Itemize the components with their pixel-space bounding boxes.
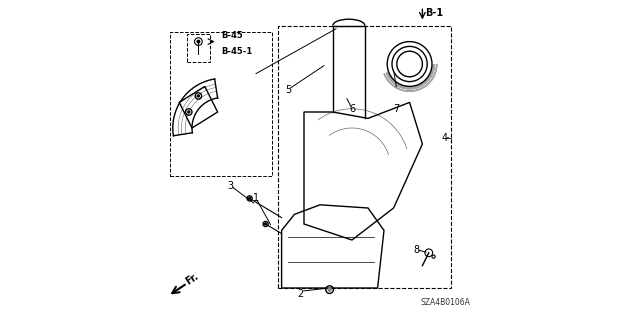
Text: 5: 5 — [285, 84, 291, 95]
Text: B-45: B-45 — [221, 31, 243, 40]
Text: 1: 1 — [253, 193, 259, 204]
Text: SZA4B0106A: SZA4B0106A — [420, 298, 470, 307]
Text: B-45-1: B-45-1 — [221, 47, 252, 56]
Circle shape — [265, 223, 267, 225]
Circle shape — [248, 197, 251, 199]
Text: 6: 6 — [349, 104, 355, 114]
Circle shape — [328, 288, 332, 291]
Circle shape — [197, 40, 200, 43]
Circle shape — [197, 95, 200, 97]
Text: 2: 2 — [298, 289, 304, 300]
Text: 7: 7 — [394, 104, 400, 114]
Text: 3: 3 — [227, 180, 234, 191]
Text: B-1: B-1 — [426, 8, 444, 18]
Text: 4: 4 — [442, 132, 448, 143]
Text: Fr.: Fr. — [184, 271, 200, 286]
Circle shape — [188, 111, 190, 113]
Text: 8: 8 — [413, 244, 419, 255]
